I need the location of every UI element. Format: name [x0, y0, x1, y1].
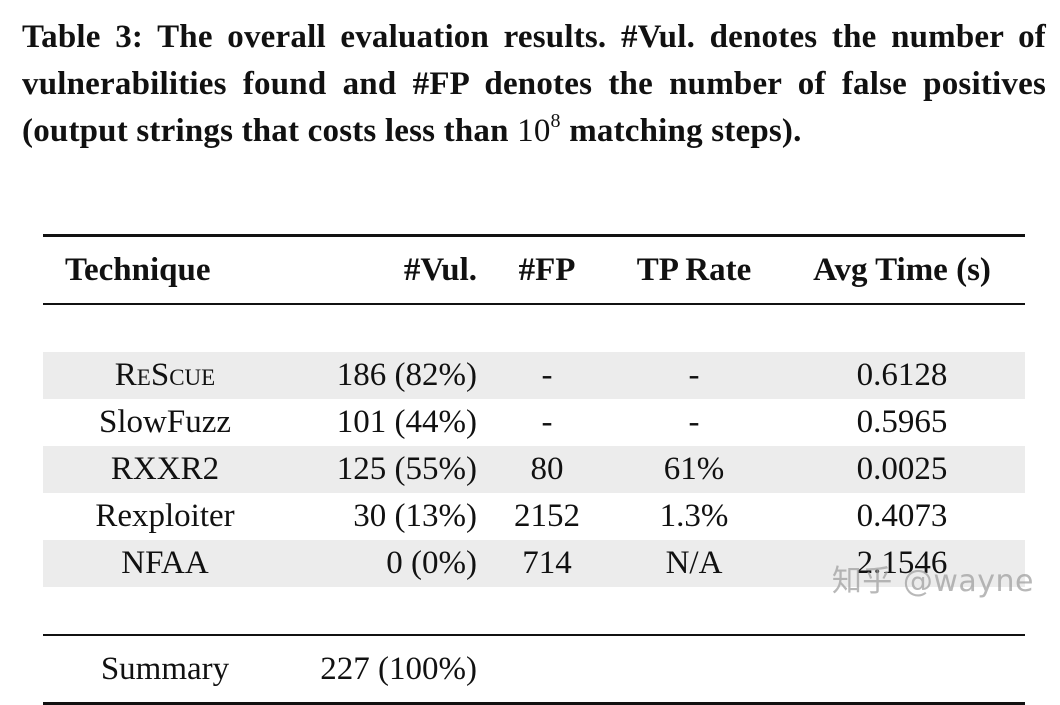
summary-label: Summary	[43, 634, 287, 705]
cell-technique: SlowFuzz	[99, 404, 231, 440]
header-tp-rate: TP Rate	[609, 234, 779, 305]
cell-fp: 714	[485, 540, 609, 587]
cell-fp: 2152	[514, 498, 580, 534]
caption-tail: matching steps).	[569, 113, 802, 149]
summary-row: Summary 227 (100%)	[43, 634, 1025, 705]
header-row: Technique #Vul. #FP TP Rate Avg Time (s)	[43, 234, 1025, 305]
watermark: 知乎 @wayne	[831, 564, 1034, 599]
cell-tp-rate: -	[609, 352, 779, 399]
cell-fp: -	[485, 352, 609, 399]
table-row: Rexploiter 30 (13%) 2152 1.3% 0.4073	[43, 493, 1025, 540]
cell-avg-time: 0.0025	[779, 446, 1025, 493]
summary-time-empty	[779, 634, 1025, 705]
caption-power-base: 10	[517, 113, 551, 149]
header-technique: Technique	[43, 234, 287, 305]
cell-technique: Rexploiter	[95, 498, 235, 534]
cell-vul: 0 (0%)	[287, 540, 485, 587]
cell-tp-rate: -	[688, 404, 700, 440]
header-fp: #FP	[485, 234, 609, 305]
header-avg-time: Avg Time (s)	[779, 234, 1025, 305]
cell-tp-rate: N/A	[609, 540, 779, 587]
cell-technique: ReScue	[43, 352, 287, 399]
cell-vul: 30 (13%)	[353, 498, 477, 534]
cell-tp-rate: 1.3%	[659, 498, 729, 534]
table-caption: Table 3: The overall evaluation results.…	[22, 14, 1046, 155]
cell-avg-time: 0.5965	[856, 404, 948, 440]
cell-fp: 80	[485, 446, 609, 493]
caption-text: Table 3: The overall evaluation results.…	[22, 19, 1046, 149]
table-row: SlowFuzz 101 (44%) - - 0.5965	[43, 399, 1025, 446]
cell-vul: 186 (82%)	[287, 352, 485, 399]
cell-vul: 101 (44%)	[336, 404, 477, 440]
table-row: ReScue 186 (82%) - - 0.6128	[43, 352, 1025, 399]
table-row: RXXR2 125 (55%) 80 61% 0.0025	[43, 446, 1025, 493]
results-table: Technique #Vul. #FP TP Rate Avg Time (s)…	[43, 234, 1025, 705]
summary-vul: 227 (100%)	[287, 634, 485, 705]
summary-tp-empty	[609, 634, 779, 705]
cell-tp-rate: 61%	[609, 446, 779, 493]
cell-avg-time: 0.6128	[779, 352, 1025, 399]
cell-fp: -	[541, 404, 553, 440]
cell-avg-time: 2.1546	[779, 540, 1025, 587]
cell-technique: RXXR2	[43, 446, 287, 493]
caption-power-exp: 8	[550, 110, 561, 132]
summary-fp-empty	[485, 634, 609, 705]
cell-vul: 125 (55%)	[287, 446, 485, 493]
cell-avg-time: 0.4073	[856, 498, 948, 534]
cell-technique: NFAA	[43, 540, 287, 587]
header-vul: #Vul.	[287, 234, 485, 305]
table-row: NFAA 0 (0%) 714 N/A 2.1546	[43, 540, 1025, 587]
